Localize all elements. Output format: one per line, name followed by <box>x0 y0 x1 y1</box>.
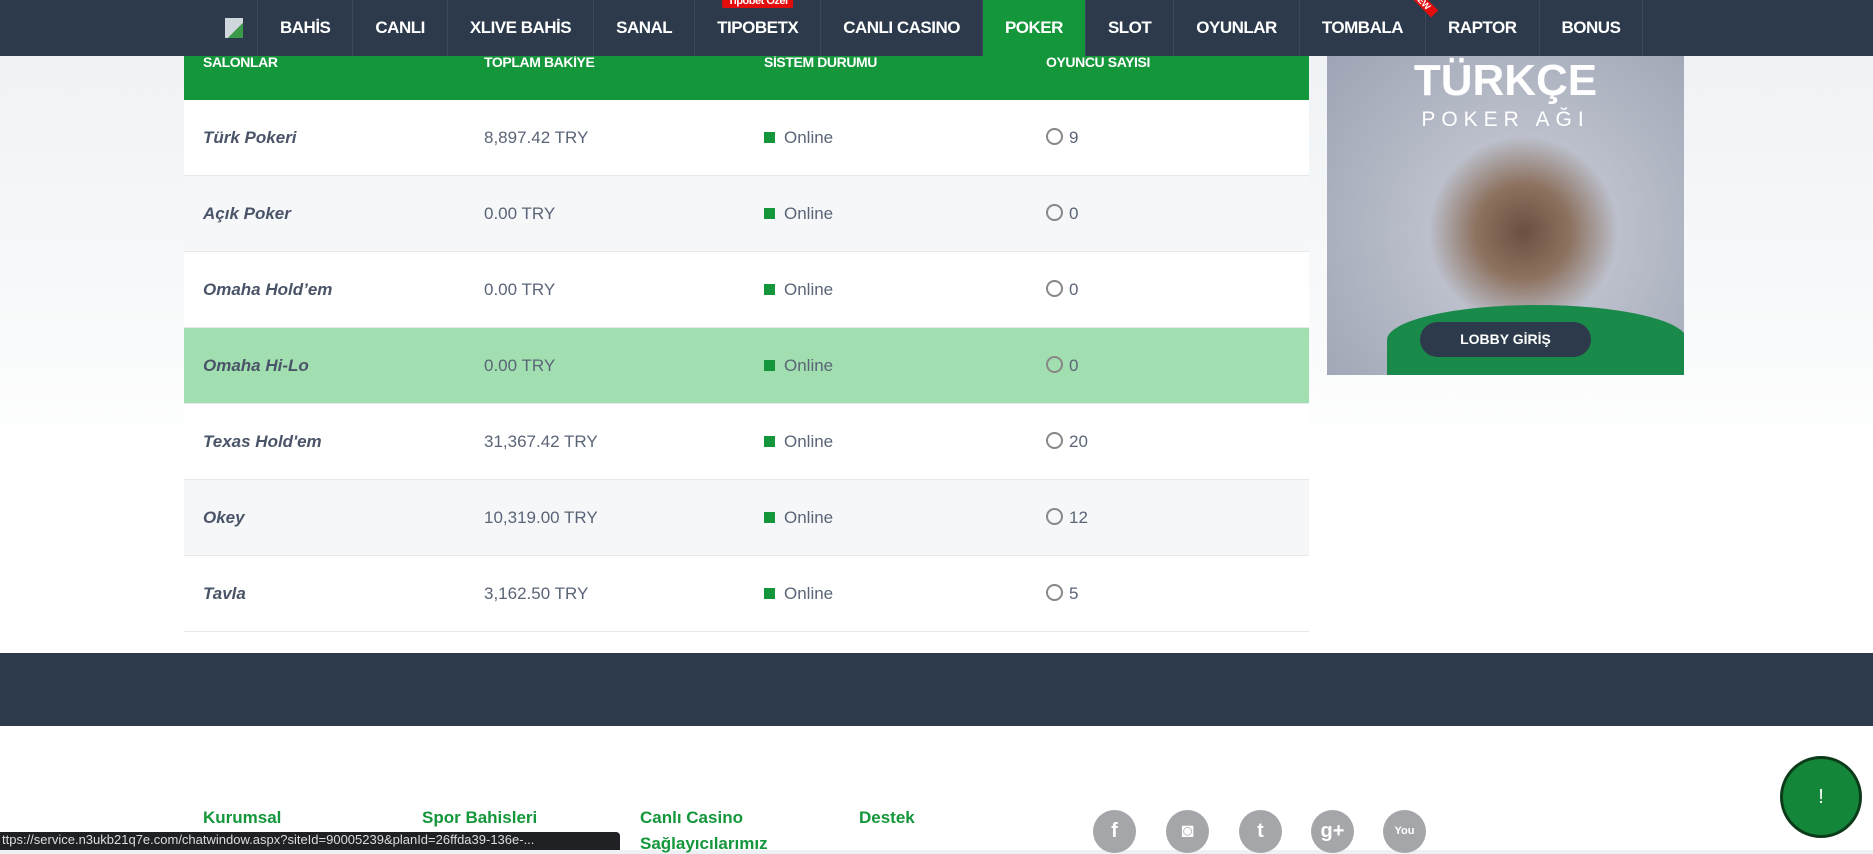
user-icon <box>1046 432 1063 449</box>
table-row[interactable]: Omaha Hold’em 0.00 TRY Online 0 <box>184 252 1309 328</box>
room-balance: 10,319.00 TRY <box>484 508 598 527</box>
table-row[interactable]: Tavla 3,162.50 TRY Online 5 <box>184 556 1309 632</box>
header-players: OYUNCU SAYISI <box>1046 54 1150 70</box>
room-balance: 0.00 TRY <box>484 204 556 223</box>
status-dot-icon <box>764 588 775 599</box>
room-balance: 0.00 TRY <box>484 280 556 299</box>
nav-label: POKER <box>1004 18 1063 37</box>
nav-label: OYUNLAR <box>1196 18 1277 37</box>
player-count: 5 <box>1069 584 1079 603</box>
footer-band <box>0 653 1873 726</box>
banner-title: TÜRKÇE <box>1413 56 1598 105</box>
player-count: 9 <box>1069 128 1079 147</box>
nav-item-xlive-bahi-s[interactable]: XLIVE BAHİS <box>448 0 595 56</box>
nav-item-tipobetx[interactable]: TIPOBETX Tipobet Özel <box>695 0 822 56</box>
nav-item-bahi-s[interactable]: BAHİS <box>258 0 354 56</box>
table-row[interactable]: Texas Hold'em 31,367.42 TRY Online 20 <box>184 404 1309 480</box>
player-count: 0 <box>1069 280 1079 299</box>
youtube-icon[interactable]: You <box>1383 810 1426 853</box>
status-dot-icon <box>764 436 775 447</box>
google-plus-icon[interactable]: g+ <box>1311 810 1354 853</box>
broken-image-icon <box>224 18 243 38</box>
nav-item-bonus[interactable]: BONUS <box>1540 0 1644 56</box>
nav-item-tombala[interactable]: TOMBALA NEW <box>1300 0 1438 56</box>
table-row[interactable]: Okey 10,319.00 TRY Online 12 <box>184 480 1309 556</box>
nav-item-poker[interactable]: POKER <box>982 0 1086 56</box>
nav-item-oyunlar[interactable]: OYUNLAR <box>1174 0 1300 56</box>
nav-label: XLIVE BAHİS <box>469 18 572 37</box>
main-nav: BAHİS CANLI XLIVE BAHİS SANAL TIPOBETX Tipobe… <box>0 0 1873 56</box>
room-name[interactable]: Omaha Hi-Lo <box>203 356 309 375</box>
nav-label: SANAL <box>616 18 673 37</box>
room-name[interactable]: Omaha Hold’em <box>203 280 333 299</box>
footer-link-providers[interactable]: Sağlayıcılarımız <box>640 834 768 853</box>
nav-label: SLOT <box>1107 18 1152 37</box>
nav-item-sanal[interactable]: SANAL <box>594 0 696 56</box>
nav-item-canli[interactable]: CANLI <box>353 0 448 56</box>
player-count: 0 <box>1069 204 1079 223</box>
user-icon <box>1046 584 1063 601</box>
user-icon <box>1046 204 1063 221</box>
status-bar-url: ttps://service.n3ukb21q7e.com/chatwindow… <box>0 832 620 850</box>
room-balance: 3,162.50 TRY <box>484 584 589 603</box>
room-status: Online <box>784 356 834 375</box>
room-status: Online <box>784 584 834 603</box>
player-count: 0 <box>1069 356 1079 375</box>
footer-link-kurumsal[interactable]: Kurumsal <box>203 808 282 827</box>
lobby-login-button[interactable]: LOBBY GİRİŞ <box>1420 322 1591 357</box>
room-balance: 0.00 TRY <box>484 356 556 375</box>
room-balance: 8,897.42 TRY <box>484 128 589 147</box>
nav-item-canli-casino[interactable]: CANLI CASINO <box>821 0 983 56</box>
room-status: Online <box>784 508 834 527</box>
room-status: Online <box>784 280 834 299</box>
table-row[interactable]: Açık Poker 0.00 TRY Online 0 <box>184 176 1309 252</box>
user-icon <box>1046 128 1063 145</box>
player-count: 20 <box>1069 432 1088 451</box>
room-status: Online <box>784 204 834 223</box>
nav-label: BONUS <box>1561 18 1621 37</box>
status-dot-icon <box>764 284 775 295</box>
player-count: 12 <box>1069 508 1088 527</box>
banner-subtitle: POKER AĞI <box>1421 108 1590 131</box>
nav-label: BAHİS <box>280 18 331 37</box>
footer-link-spor[interactable]: Spor Bahisleri <box>422 808 538 827</box>
room-name[interactable]: Texas Hold'em <box>203 432 322 451</box>
nav-label: CANLI CASINO <box>843 18 960 37</box>
poker-rooms-table: SALONLAR TOPLAM BAKİYE SİSTEM DURUMU OYU… <box>184 0 1309 632</box>
live-chat-button[interactable]: ! <box>1780 756 1862 838</box>
instagram-icon[interactable]: ◙ <box>1166 810 1209 853</box>
nav-label: TIPOBETX <box>717 18 799 37</box>
room-name[interactable]: Okey <box>203 508 245 527</box>
user-icon <box>1046 508 1063 525</box>
status-dot-icon <box>764 132 775 143</box>
header-balance: TOPLAM BAKİYE <box>484 54 595 70</box>
user-icon <box>1046 280 1063 297</box>
user-icon <box>1046 356 1063 373</box>
poker-banner[interactable]: TÜRKÇE POKER AĞI LOBBY GİRİŞ <box>1327 56 1684 375</box>
facebook-icon[interactable]: f <box>1093 810 1136 853</box>
nav-badge: Tipobet Özel <box>721 0 794 8</box>
room-balance: 31,367.42 TRY <box>484 432 598 451</box>
nav-item-raptor[interactable]: RAPTOR <box>1426 0 1540 56</box>
footer-link-destek[interactable]: Destek <box>859 808 915 827</box>
status-dot-icon <box>764 360 775 371</box>
logo-image[interactable] <box>210 0 258 56</box>
room-name[interactable]: Açık Poker <box>203 204 291 223</box>
header-rooms: SALONLAR <box>203 54 278 70</box>
header-status: SİSTEM DURUMU <box>764 54 878 70</box>
room-name[interactable]: Tavla <box>203 584 246 603</box>
nav-label: TOMBALA <box>1321 18 1404 37</box>
nav-item-slot[interactable]: SLOT <box>1086 0 1175 56</box>
status-dot-icon <box>764 208 775 219</box>
nav-label: CANLI <box>375 18 425 37</box>
room-status: Online <box>784 128 834 147</box>
twitter-icon[interactable]: t <box>1239 810 1282 853</box>
status-dot-icon <box>764 512 775 523</box>
nav-label: RAPTOR <box>1448 18 1517 37</box>
room-name[interactable]: Türk Pokeri <box>203 128 297 147</box>
footer-link-casino[interactable]: Canlı Casino <box>640 808 743 827</box>
room-status: Online <box>784 432 834 451</box>
table-row[interactable]: Türk Pokeri 8,897.42 TRY Online 9 <box>184 100 1309 176</box>
table-row[interactable]: Omaha Hi-Lo 0.00 TRY Online 0 <box>184 328 1309 404</box>
